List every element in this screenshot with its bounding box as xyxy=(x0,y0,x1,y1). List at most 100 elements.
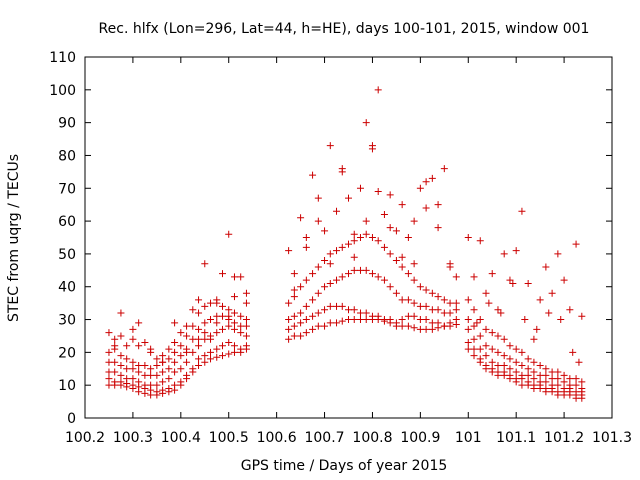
data-point xyxy=(398,253,406,261)
data-point xyxy=(314,309,322,317)
data-point xyxy=(533,325,541,333)
data-point xyxy=(554,388,562,396)
data-point xyxy=(386,191,394,199)
data-point xyxy=(321,227,329,235)
data-point xyxy=(374,312,382,320)
data-point xyxy=(392,256,400,264)
data-point xyxy=(470,345,478,353)
data-point xyxy=(434,201,442,209)
y-tick-label: 90 xyxy=(58,116,76,132)
data-point xyxy=(225,350,233,358)
data-point xyxy=(171,358,179,366)
data-point xyxy=(446,319,454,327)
data-point xyxy=(237,312,245,320)
data-point xyxy=(309,270,317,278)
data-point xyxy=(207,335,215,343)
x-tick-label: 100.2 xyxy=(65,430,105,446)
data-point xyxy=(333,319,341,327)
data-point xyxy=(404,234,412,241)
data-point xyxy=(554,381,562,389)
data-point xyxy=(500,250,508,258)
data-point xyxy=(506,355,514,363)
data-point xyxy=(195,325,203,333)
data-point xyxy=(218,325,226,333)
x-tick-label: 100.5 xyxy=(209,430,249,446)
data-point xyxy=(183,371,191,379)
data-point xyxy=(321,283,329,291)
data-point xyxy=(464,325,472,333)
data-point xyxy=(218,342,226,350)
data-point xyxy=(545,309,553,317)
data-point xyxy=(440,296,448,304)
data-point xyxy=(213,353,221,361)
data-point xyxy=(524,355,532,363)
data-point xyxy=(201,319,209,327)
data-point xyxy=(380,211,388,219)
data-point xyxy=(189,348,197,356)
data-point xyxy=(500,335,508,343)
data-point xyxy=(230,325,238,333)
data-point xyxy=(321,322,329,330)
data-point xyxy=(536,296,544,304)
data-point xyxy=(111,358,119,366)
data-point xyxy=(530,368,538,376)
data-point xyxy=(183,322,191,330)
data-point xyxy=(218,270,226,278)
data-point xyxy=(326,279,334,287)
data-point xyxy=(434,306,442,314)
data-point xyxy=(123,365,131,373)
data-point xyxy=(521,316,529,324)
data-point xyxy=(473,319,481,327)
data-point xyxy=(129,358,137,366)
data-point xyxy=(374,86,382,94)
data-point xyxy=(446,263,454,271)
data-point xyxy=(506,365,514,373)
y-tick-label: 80 xyxy=(58,148,76,164)
data-point xyxy=(302,276,310,284)
data-point xyxy=(135,342,143,350)
x-tick-label: 101.3 xyxy=(592,430,632,446)
data-point xyxy=(207,355,215,363)
data-point xyxy=(177,329,185,337)
data-point xyxy=(350,266,358,274)
data-point xyxy=(165,345,173,353)
data-point xyxy=(309,171,317,179)
data-point xyxy=(195,342,203,350)
data-point xyxy=(302,316,310,324)
data-point xyxy=(362,309,370,317)
data-point xyxy=(542,365,550,373)
data-point xyxy=(314,322,322,330)
data-point xyxy=(398,296,406,304)
data-point xyxy=(476,316,484,324)
data-point xyxy=(171,339,179,347)
data-point xyxy=(314,217,322,225)
data-point xyxy=(147,371,155,379)
data-point xyxy=(362,217,370,225)
data-point xyxy=(485,299,493,307)
data-point xyxy=(440,165,448,173)
data-point xyxy=(153,381,161,389)
data-point xyxy=(290,332,298,340)
data-point xyxy=(578,312,586,320)
data-point xyxy=(398,322,406,330)
data-point xyxy=(242,342,250,350)
data-point xyxy=(509,279,517,287)
data-point xyxy=(117,332,125,340)
data-point xyxy=(488,345,496,353)
data-point xyxy=(482,289,490,297)
data-point xyxy=(464,234,472,241)
data-point xyxy=(225,339,233,347)
data-point xyxy=(452,273,460,281)
data-point xyxy=(494,348,502,356)
data-point xyxy=(230,348,238,356)
data-point xyxy=(566,375,574,383)
data-point xyxy=(404,270,412,278)
data-point xyxy=(398,263,406,271)
data-point xyxy=(129,381,137,389)
data-point xyxy=(350,306,358,314)
data-point xyxy=(428,289,436,297)
data-point xyxy=(566,306,574,314)
data-point xyxy=(386,250,394,258)
data-point xyxy=(117,378,125,386)
data-point xyxy=(488,329,496,337)
